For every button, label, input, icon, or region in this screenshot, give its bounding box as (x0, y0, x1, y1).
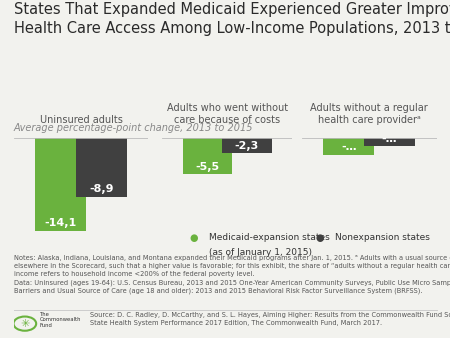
Text: States That Expanded Medicaid Experienced Greater Improvement in
Health Care Acc: States That Expanded Medicaid Experience… (14, 2, 450, 36)
Text: -5,5: -5,5 (196, 162, 220, 172)
Text: ●: ● (315, 233, 324, 243)
Bar (76, 138, 127, 197)
Text: -…: -… (382, 134, 397, 144)
Bar (222, 138, 272, 153)
Text: Source: D. C. Radley, D. McCarthy, and S. L. Hayes, Aiming Higher: Results from : Source: D. C. Radley, D. McCarthy, and S… (90, 312, 450, 326)
Bar (183, 138, 233, 174)
Text: -14,1: -14,1 (45, 218, 77, 228)
Text: -8,9: -8,9 (89, 184, 113, 194)
Text: ✳: ✳ (20, 319, 30, 329)
Text: Medicaid-expansion states: Medicaid-expansion states (209, 233, 330, 242)
Text: Nonexpansion states: Nonexpansion states (335, 233, 430, 242)
Text: Adults who went without
care because of costs: Adults who went without care because of … (166, 103, 288, 125)
Bar (323, 138, 374, 155)
Bar (35, 138, 86, 231)
Text: (as of January 1, 2015): (as of January 1, 2015) (209, 248, 312, 258)
Text: The
Commonwealth
Fund: The Commonwealth Fund (40, 312, 81, 328)
Text: Notes: Alaska, Indiana, Louisiana, and Montana expanded their Medicaid programs : Notes: Alaska, Indiana, Louisiana, and M… (14, 255, 450, 294)
Text: Average percentage-point change, 2013 to 2015: Average percentage-point change, 2013 to… (14, 123, 253, 134)
Bar (364, 138, 415, 146)
Text: -…: -… (341, 142, 356, 152)
Text: -2,3: -2,3 (235, 141, 259, 151)
Text: ●: ● (189, 233, 198, 243)
Text: Adults without a regular
health care providerᵃ: Adults without a regular health care pro… (310, 103, 428, 125)
Text: Uninsured adults: Uninsured adults (40, 115, 122, 125)
